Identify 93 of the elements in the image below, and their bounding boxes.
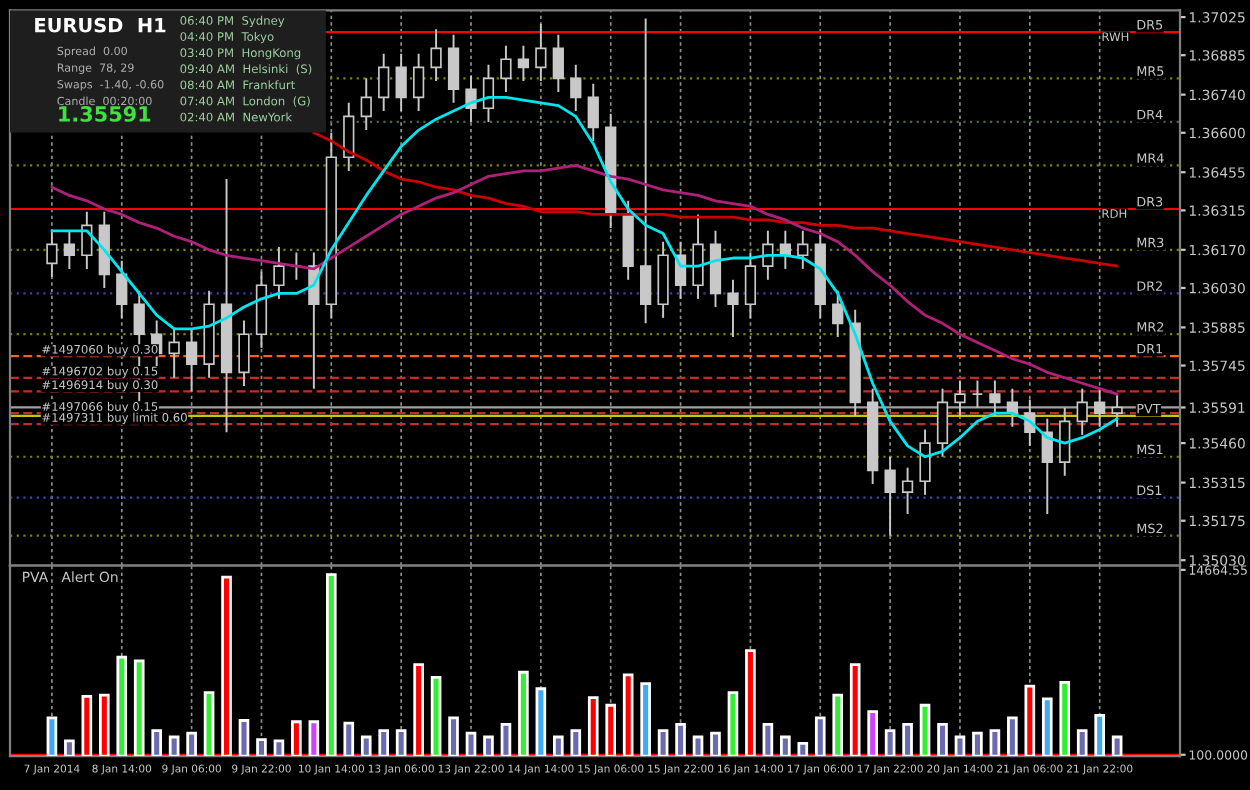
candlestick xyxy=(46,229,58,279)
candlestick xyxy=(412,52,425,112)
bar xyxy=(954,735,966,757)
candlestick xyxy=(168,327,180,379)
bar xyxy=(64,739,75,757)
bar xyxy=(640,682,651,757)
bar xyxy=(1007,716,1018,757)
bar xyxy=(116,655,128,757)
candlestick xyxy=(1111,393,1123,428)
bar xyxy=(448,716,459,757)
bar xyxy=(360,735,372,757)
candlestick xyxy=(640,17,652,325)
annotation: 1.35591 xyxy=(59,106,151,122)
bar xyxy=(1076,729,1088,757)
bar xyxy=(203,691,215,757)
bar xyxy=(500,722,512,757)
bar xyxy=(884,729,896,757)
bar xyxy=(273,739,285,757)
candlestick xyxy=(919,428,931,496)
candlestick xyxy=(1076,387,1088,436)
candlestick xyxy=(936,387,949,458)
candlestick xyxy=(727,278,739,338)
candlestick xyxy=(971,379,984,409)
bar xyxy=(1059,681,1071,757)
candlestick xyxy=(482,63,495,123)
bar xyxy=(937,722,948,757)
candlestick xyxy=(500,44,512,93)
bar xyxy=(814,716,826,757)
bar xyxy=(465,731,477,757)
candlestick xyxy=(570,63,582,112)
bar xyxy=(535,687,547,757)
candlestick xyxy=(378,52,390,112)
candlestick xyxy=(63,229,76,270)
candlestick xyxy=(587,82,599,142)
bar xyxy=(657,729,669,757)
candlestick xyxy=(1059,406,1071,477)
bar xyxy=(343,721,355,757)
candlestick xyxy=(552,33,564,93)
bar xyxy=(308,720,320,757)
candlestick xyxy=(343,101,355,172)
candlestick xyxy=(989,379,1001,417)
bar xyxy=(919,703,931,757)
bar xyxy=(867,710,878,757)
bar xyxy=(430,675,442,757)
candlestick xyxy=(238,319,250,387)
candlestick xyxy=(901,466,914,515)
candlestick xyxy=(744,251,757,319)
candlestick xyxy=(360,77,372,132)
candlestick xyxy=(116,259,128,319)
bar xyxy=(186,731,197,757)
candlestick xyxy=(884,455,896,537)
bar xyxy=(727,691,739,757)
bar xyxy=(1094,714,1105,757)
bar xyxy=(832,693,844,757)
bar xyxy=(1111,735,1123,757)
annotation: EURUSD H1 xyxy=(35,17,166,33)
bar xyxy=(780,735,791,757)
bar xyxy=(692,735,704,757)
bar xyxy=(256,738,267,757)
bar xyxy=(570,729,582,757)
candlestick xyxy=(692,213,704,300)
bar xyxy=(1041,697,1053,757)
bar xyxy=(972,731,983,757)
bar xyxy=(518,670,529,757)
bar xyxy=(762,722,774,757)
bar xyxy=(902,722,913,757)
bar xyxy=(989,729,1001,757)
bar xyxy=(133,659,145,757)
bar xyxy=(46,716,58,757)
candlestick xyxy=(395,52,407,112)
candlestick xyxy=(185,327,198,393)
bar xyxy=(151,729,163,757)
candlestick xyxy=(832,289,844,338)
candlestick xyxy=(447,33,460,104)
bar xyxy=(238,719,250,757)
candlestick xyxy=(535,22,547,83)
candlestick xyxy=(797,229,809,270)
candlestick xyxy=(1094,387,1106,428)
bar xyxy=(168,735,180,757)
candlestick xyxy=(954,379,966,417)
candlestick xyxy=(517,44,530,83)
bar xyxy=(675,722,686,757)
bar xyxy=(325,573,337,757)
bar xyxy=(797,741,809,757)
candlestick xyxy=(762,229,774,281)
bar xyxy=(710,731,721,757)
bar xyxy=(483,735,494,757)
candlestick xyxy=(1006,387,1018,428)
candlestick xyxy=(430,28,442,83)
bar xyxy=(378,729,390,757)
bar xyxy=(395,729,407,757)
bar xyxy=(553,735,564,757)
candlestick xyxy=(273,246,285,300)
